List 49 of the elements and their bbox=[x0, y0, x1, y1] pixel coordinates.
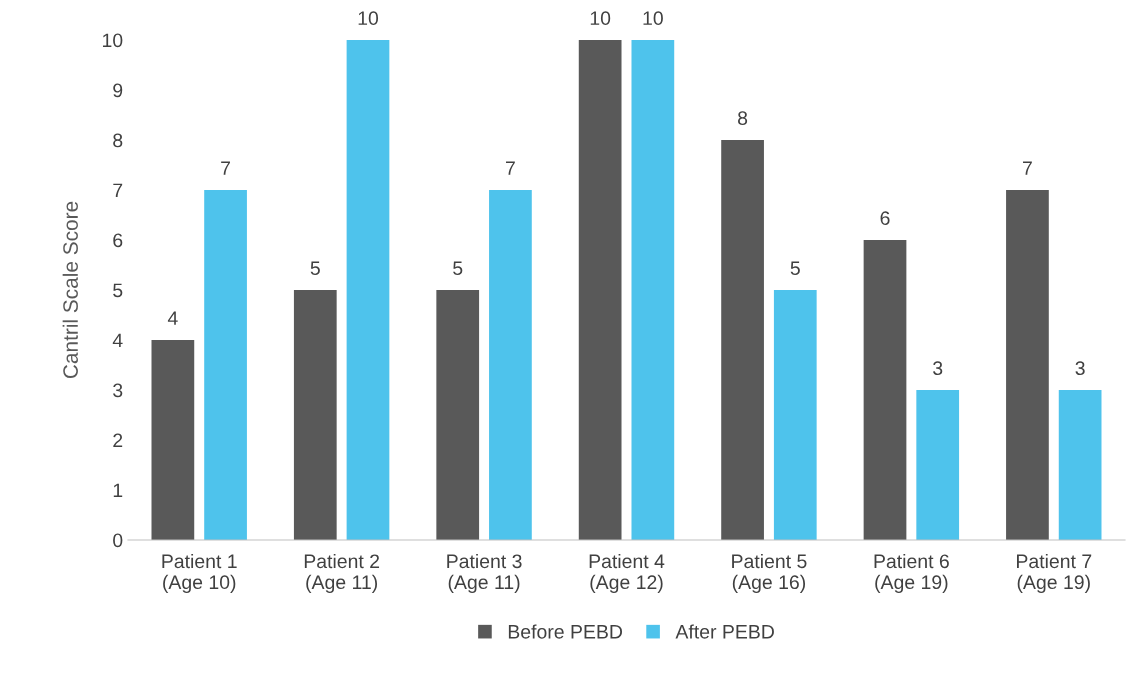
y-tick-label: 0 bbox=[113, 533, 123, 548]
bar bbox=[1006, 190, 1049, 540]
bar bbox=[1058, 390, 1102, 540]
bar bbox=[151, 340, 195, 540]
data-label: 10 bbox=[590, 11, 611, 26]
data-label: 5 bbox=[310, 261, 320, 276]
data-label: 8 bbox=[738, 111, 748, 126]
y-tick-label: 3 bbox=[113, 383, 123, 398]
data-label: 7 bbox=[506, 161, 515, 175]
data-label: 4 bbox=[167, 311, 178, 325]
data-label: 10 bbox=[643, 11, 663, 26]
y-tick-label: 4 bbox=[112, 333, 123, 348]
data-label: 10 bbox=[358, 11, 379, 26]
bar bbox=[204, 190, 247, 540]
y-axis-title: Cantril Scale Score bbox=[62, 201, 78, 379]
bar bbox=[489, 190, 532, 540]
x-tick-label: Patient 5 (Age 16) bbox=[732, 553, 807, 593]
legend-label: Before PEBD bbox=[508, 624, 623, 639]
data-label: 7 bbox=[221, 161, 230, 175]
x-tick-label: Patient 7 (Age 19) bbox=[1017, 553, 1092, 593]
y-tick-label: 5 bbox=[113, 283, 123, 298]
bar bbox=[436, 290, 480, 540]
y-tick-label: 10 bbox=[103, 33, 123, 48]
bar bbox=[916, 390, 960, 540]
y-tick-label: 2 bbox=[113, 433, 123, 448]
bar bbox=[863, 240, 907, 540]
data-label: 3 bbox=[933, 361, 943, 376]
data-label: 6 bbox=[880, 211, 890, 226]
y-tick-label: 9 bbox=[113, 83, 123, 98]
data-label: 3 bbox=[1075, 361, 1085, 376]
bar bbox=[773, 290, 817, 540]
y-tick-label: 8 bbox=[113, 133, 123, 148]
bar bbox=[293, 290, 337, 540]
bar bbox=[721, 140, 764, 540]
bar bbox=[578, 40, 622, 540]
x-tick-label: Patient 1 (Age 10) bbox=[162, 553, 237, 593]
bar bbox=[631, 40, 675, 540]
y-tick-label: 1 bbox=[113, 483, 123, 498]
x-tick-label: Patient 6 (Age 19) bbox=[874, 553, 949, 593]
x-tick-label: Patient 3 (Age 11) bbox=[447, 553, 522, 593]
data-label: 5 bbox=[453, 261, 463, 276]
data-label: 5 bbox=[790, 261, 800, 276]
x-tick-label: Patient 2 (Age 11) bbox=[304, 553, 380, 593]
x-tick-label: Patient 4 (Age 12) bbox=[589, 553, 665, 593]
y-tick-label: 7 bbox=[113, 183, 123, 198]
y-tick-label: 6 bbox=[113, 233, 123, 248]
bar bbox=[346, 40, 390, 540]
legend-label: After PEBD bbox=[675, 624, 774, 639]
data-label: 7 bbox=[1023, 161, 1032, 175]
